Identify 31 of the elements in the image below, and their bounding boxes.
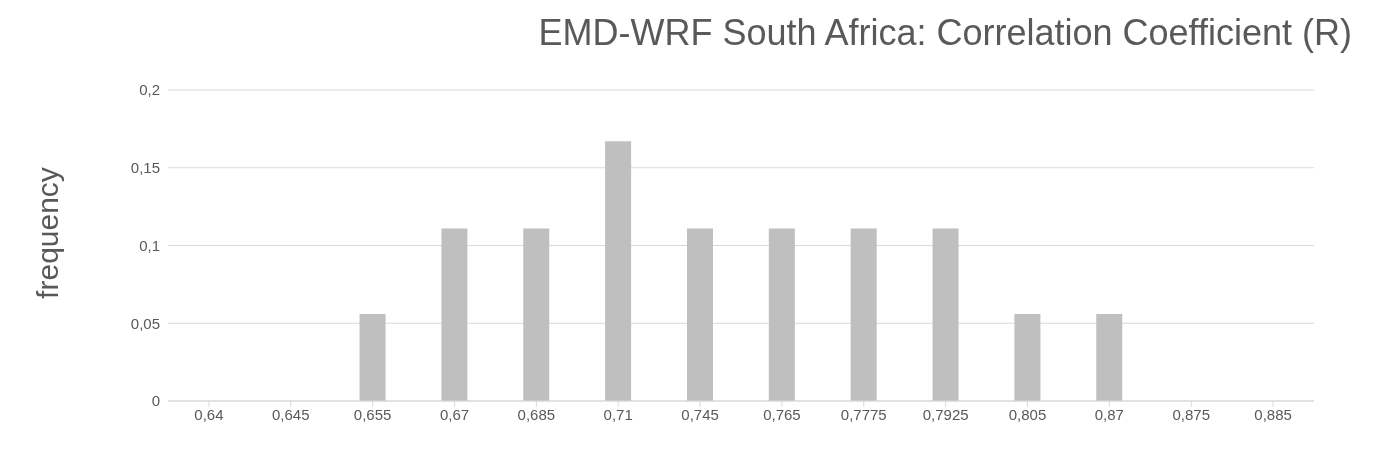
y-tick-label: 0	[151, 392, 160, 410]
bar	[523, 228, 550, 401]
x-tick-label: 0,64	[194, 405, 224, 423]
x-tick-label: 0,885	[1254, 405, 1292, 423]
bar	[441, 228, 468, 401]
x-tick-label: 0,87	[1094, 405, 1124, 423]
y-axis-title: frequency	[31, 167, 65, 299]
y-tick-label: 0,05	[130, 314, 160, 332]
x-tick-label: 0,7925	[922, 405, 969, 423]
x-tick-label: 0,805	[1008, 405, 1047, 423]
y-tick-label: 0,1	[139, 236, 160, 254]
x-tick-label: 0,71	[603, 405, 633, 423]
y-tick-label: 0,15	[130, 159, 160, 177]
x-tick-label: 0,745	[681, 405, 719, 423]
bar	[359, 313, 386, 401]
x-tick-label: 0,7775	[840, 405, 887, 423]
bar	[686, 228, 713, 401]
x-tick-label: 0,655	[353, 405, 392, 423]
bar	[1014, 313, 1041, 401]
x-tick-label: 0,685	[517, 405, 556, 423]
x-tick-label: 0,67	[439, 405, 470, 423]
bar	[850, 228, 877, 401]
bar	[768, 228, 795, 401]
bar	[605, 141, 632, 401]
x-tick-label: 0,765	[763, 405, 801, 423]
bar	[1096, 313, 1123, 401]
x-tick-label: 0,875	[1172, 405, 1210, 423]
x-tick-label: 0,645	[272, 405, 310, 423]
chart-title: EMD-WRF South Africa: Correlation Coefficient (R)	[538, 12, 1352, 54]
bar	[932, 228, 959, 401]
y-tick-label: 0,2	[139, 81, 160, 99]
